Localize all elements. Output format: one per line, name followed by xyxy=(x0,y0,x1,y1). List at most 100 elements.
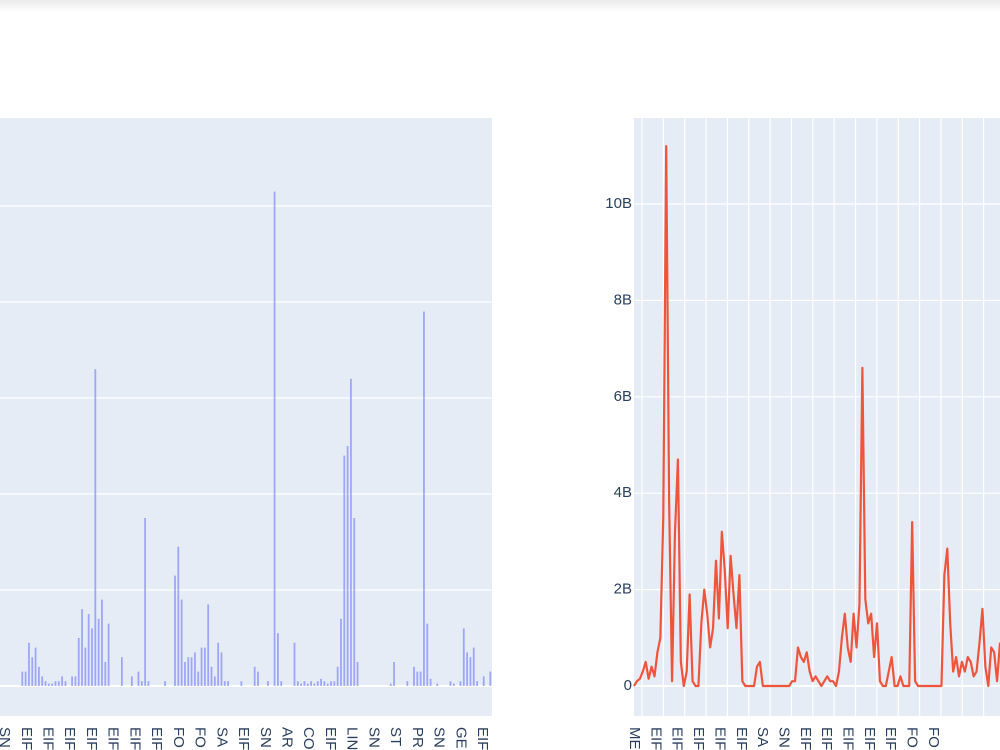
bar xyxy=(429,678,432,686)
bar-chart-x-tick-label: EIF xyxy=(126,727,143,750)
bar xyxy=(190,657,193,686)
bar xyxy=(353,518,356,686)
bar-chart-x-tick-label: EIF xyxy=(39,727,56,750)
line-chart-x-tick-label: EIF xyxy=(690,727,707,750)
bar xyxy=(419,671,422,686)
bar-chart-x-tick-label: EIF xyxy=(61,727,78,750)
bar xyxy=(320,678,322,686)
bar xyxy=(310,681,312,686)
bar xyxy=(389,683,392,686)
line-chart-x-ticks: ME EIF EIF EIF EIF EIF SA SN EIF EIF EIF EIF EIF FO FO xyxy=(626,727,942,750)
bar xyxy=(47,683,50,686)
line-chart-x-tick-label: EIF xyxy=(733,727,750,750)
bar xyxy=(350,378,352,686)
bar xyxy=(280,681,283,686)
bar xyxy=(313,683,316,686)
line-chart-x-tick-label: SA xyxy=(754,727,771,747)
bar xyxy=(107,623,110,686)
line-chart-y-tick-label: 10B xyxy=(605,195,632,212)
bar xyxy=(140,681,143,686)
bar xyxy=(356,662,359,686)
bar xyxy=(177,546,180,686)
bar xyxy=(77,638,80,686)
bar xyxy=(223,681,226,686)
bar xyxy=(213,676,216,686)
bar xyxy=(74,676,77,686)
bar xyxy=(137,671,140,686)
line-chart-x-tick-label: SN xyxy=(775,727,792,748)
bar xyxy=(459,681,462,686)
bar-chart-x-tick-label: EIF xyxy=(83,727,100,750)
line-chart-y-tick-label: 8B xyxy=(614,291,632,308)
bar xyxy=(144,518,147,686)
bar xyxy=(472,647,475,686)
bar xyxy=(81,609,83,686)
bar-chart-x-tick-label: EIF xyxy=(105,727,122,750)
bar xyxy=(71,676,73,686)
line-chart-y-tick-label: 4B xyxy=(614,484,632,501)
bar xyxy=(44,681,47,686)
bar xyxy=(120,657,123,686)
bar xyxy=(343,455,346,686)
line-chart-x-tick-label: EIF xyxy=(840,727,857,750)
bar-chart-x-tick-label: SA xyxy=(213,727,230,747)
bar xyxy=(476,681,478,686)
bar xyxy=(323,681,326,686)
bar xyxy=(104,662,107,686)
bar-chart-x-ticks: SN EIF EIF EIF EIF EIF EIF EIF FO FO SA EIF SN AR CO EI… xyxy=(0,727,491,750)
bar xyxy=(482,676,485,686)
line-chart-series-line xyxy=(633,145,1000,688)
line-chart-x-tick-label: EIF xyxy=(861,727,878,750)
line-chart-x-tick-label: EIF xyxy=(797,727,814,750)
bar xyxy=(326,683,329,686)
bar xyxy=(31,657,34,686)
bar xyxy=(276,633,279,686)
bar-chart-bars xyxy=(21,191,492,686)
bar xyxy=(61,676,64,686)
bar xyxy=(452,683,455,686)
bar xyxy=(413,666,415,686)
line-chart-x-tick-label: EIF xyxy=(647,727,664,750)
bar xyxy=(393,662,395,686)
bar xyxy=(489,671,492,686)
bar xyxy=(41,676,44,686)
bar xyxy=(303,681,306,686)
line-chart-x-tick-label: ME xyxy=(626,727,643,750)
bar xyxy=(94,369,97,686)
line-chart-x-tick-label: EIF xyxy=(882,727,899,750)
bar xyxy=(220,652,223,686)
line-chart-x-tick-label: EIF xyxy=(669,727,686,750)
bar xyxy=(340,618,342,686)
bar xyxy=(426,623,429,686)
bar xyxy=(469,657,472,686)
bar xyxy=(306,683,309,686)
bar xyxy=(296,681,299,686)
line-chart-y-tick-label: 6B xyxy=(614,388,632,405)
bar xyxy=(24,671,27,686)
bar xyxy=(54,681,57,686)
line-chart-x-tick-label: EIF xyxy=(818,727,835,750)
line-chart-y-ticks: 0 2B 4B 6B 8B 10B xyxy=(605,195,632,694)
bar xyxy=(240,681,243,686)
bar-chart-x-tick-label: GE xyxy=(452,727,469,749)
bar xyxy=(316,681,319,686)
bar xyxy=(194,652,196,686)
bar xyxy=(416,671,419,686)
bar xyxy=(203,647,206,686)
bar xyxy=(336,666,339,686)
bar xyxy=(257,671,259,686)
line-chart-y-tick-label: 2B xyxy=(614,581,632,598)
bar-chart-x-tick-label: PR xyxy=(409,727,426,748)
bar xyxy=(197,671,200,686)
bar xyxy=(84,647,87,686)
bar xyxy=(101,599,103,686)
bar xyxy=(346,446,349,686)
bar xyxy=(37,666,40,686)
bar xyxy=(406,681,409,686)
bar xyxy=(273,191,276,686)
bar xyxy=(34,647,37,686)
line-chart-x-tick-label: FO xyxy=(925,727,942,748)
bar-chart-x-tick-label: EIF xyxy=(474,727,491,750)
bar-chart-x-tick-label: SN xyxy=(365,727,382,748)
bar xyxy=(184,662,186,686)
